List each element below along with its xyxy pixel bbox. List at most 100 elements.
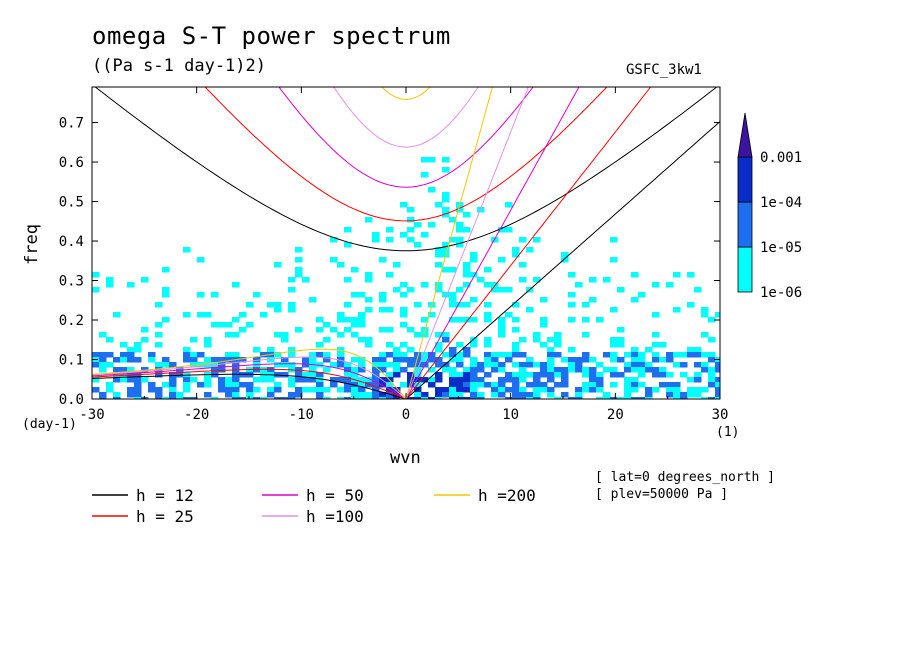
power-cell: [386, 272, 394, 278]
power-cell: [176, 372, 184, 378]
power-cell: [155, 332, 163, 338]
power-cell: [190, 357, 198, 363]
power-cell: [120, 342, 128, 348]
power-cell: [337, 262, 345, 268]
power-cell: [337, 332, 345, 338]
power-cell: [358, 392, 366, 398]
power-cell: [155, 372, 163, 378]
power-cell: [449, 302, 457, 308]
y-tick-label: 0.2: [59, 313, 84, 329]
power-cell: [386, 372, 394, 378]
power-cell: [127, 352, 135, 358]
x-tick-label: -10: [289, 407, 314, 423]
power-cell: [372, 237, 380, 243]
power-cell: [295, 247, 303, 253]
power-cell: [435, 282, 443, 288]
power-cell: [484, 352, 492, 358]
power-cell: [400, 282, 408, 288]
power-cell: [554, 372, 562, 378]
power-cell: [442, 392, 450, 398]
power-cell: [582, 387, 590, 393]
power-cell: [141, 337, 149, 343]
power-cell: [568, 367, 576, 373]
power-cell: [575, 397, 583, 399]
power-cell: [631, 382, 639, 388]
power-cell: [148, 382, 156, 388]
kelvin-curve: [405, 87, 652, 399]
power-cell: [603, 392, 611, 398]
power-cell: [183, 387, 191, 393]
power-cell: [169, 372, 177, 378]
power-cell: [512, 347, 520, 353]
power-cell: [519, 277, 527, 283]
power-cell: [512, 397, 520, 399]
power-cell: [554, 352, 562, 358]
power-cell: [498, 327, 506, 333]
power-cell: [253, 387, 261, 393]
power-cell: [610, 337, 618, 343]
power-cell: [449, 267, 457, 273]
power-cell: [645, 392, 653, 398]
power-cell: [204, 392, 212, 398]
power-cell: [575, 387, 583, 393]
power-cell: [652, 372, 660, 378]
power-cell: [218, 382, 226, 388]
power-cell: [141, 327, 149, 333]
power-cell: [435, 387, 443, 393]
power-cell: [519, 397, 527, 399]
power-cell: [568, 357, 576, 363]
power-cell: [540, 387, 548, 393]
power-cell: [358, 397, 366, 399]
power-cell: [561, 367, 569, 373]
power-cell: [183, 397, 191, 399]
power-cell: [631, 272, 639, 278]
power-cell: [624, 367, 632, 373]
power-cell: [708, 372, 716, 378]
power-cell: [484, 312, 492, 318]
power-cell: [239, 397, 247, 399]
power-cell: [428, 352, 436, 358]
power-cell: [673, 392, 681, 398]
power-cell: [239, 312, 247, 318]
power-cell: [113, 392, 121, 398]
power-cell: [631, 387, 639, 393]
power-cell: [442, 337, 450, 343]
power-cell: [701, 332, 709, 338]
power-cell: [526, 307, 534, 313]
power-cell: [379, 352, 387, 358]
power-cell: [162, 397, 170, 399]
power-cell: [491, 352, 499, 358]
power-cell: [582, 367, 590, 373]
power-cell: [547, 362, 555, 368]
power-cell: [694, 347, 702, 353]
power-cell: [498, 317, 506, 323]
power-cell: [393, 262, 401, 268]
power-cell: [169, 362, 177, 368]
power-cell: [533, 392, 541, 398]
power-cell: [701, 312, 709, 318]
power-cell: [603, 397, 611, 399]
power-cell: [442, 267, 450, 273]
power-cell: [666, 282, 674, 288]
latitude-note: [ lat=0 degrees_north ]: [595, 470, 776, 485]
power-cell: [694, 377, 702, 383]
power-cell: [169, 377, 177, 383]
power-cell: [512, 247, 520, 253]
power-cell: [218, 367, 226, 373]
power-cell: [400, 357, 408, 363]
chart-title: omega S-T power spectrum: [92, 22, 451, 50]
power-cell: [638, 367, 646, 373]
power-cell: [505, 287, 513, 293]
power-cell: [379, 392, 387, 398]
power-cell: [582, 372, 590, 378]
power-cell: [519, 237, 527, 243]
power-cell: [351, 387, 359, 393]
power-cell: [512, 387, 520, 393]
power-cell: [470, 377, 478, 383]
power-cell: [491, 287, 499, 293]
power-cell: [498, 367, 506, 373]
power-cell: [155, 397, 163, 399]
power-cell: [463, 397, 471, 399]
power-cell: [295, 377, 303, 383]
power-cell: [281, 372, 289, 378]
